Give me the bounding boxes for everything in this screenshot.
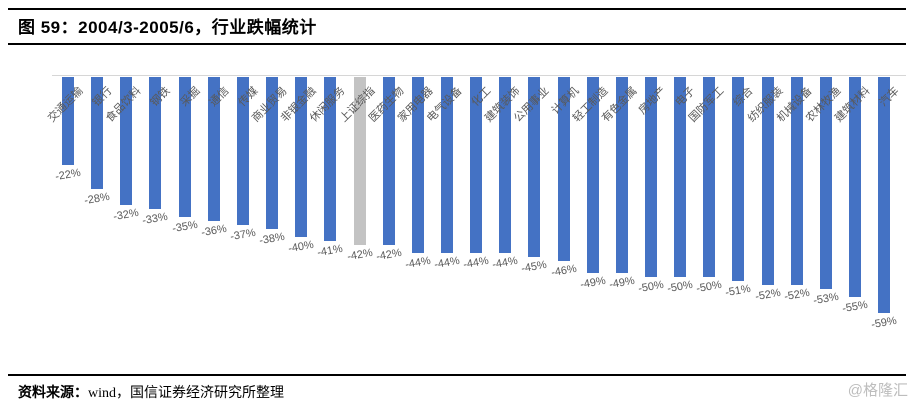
bar [324, 77, 337, 241]
bar [849, 77, 862, 297]
footer-rule [8, 374, 906, 376]
title-rule [8, 43, 906, 45]
source-label: 资料来源： [18, 386, 88, 401]
bar [120, 77, 133, 205]
figure-title: 图 59：2004/3-2005/6，行业跌幅统计 [18, 18, 317, 37]
source-text: wind，国信证券经济研究所整理 [88, 386, 284, 401]
bar [732, 77, 745, 281]
bar [236, 77, 249, 225]
bar [586, 77, 599, 273]
bar [528, 77, 541, 257]
bar [266, 77, 279, 229]
bar [382, 77, 395, 245]
top-rule [8, 8, 906, 10]
bar-benchmark [353, 77, 366, 245]
bar [703, 77, 716, 277]
bar [62, 77, 74, 165]
bar [819, 77, 832, 289]
bar [499, 77, 512, 253]
watermark: @格隆汇 [847, 382, 908, 399]
bar [557, 77, 570, 261]
value-label: -59% [870, 314, 898, 332]
bar [645, 77, 657, 277]
bar [761, 77, 774, 285]
bar [207, 77, 220, 221]
bar [440, 77, 453, 253]
industry-decline-bar-chart: 交通运输 -22% 银行 -28% 食品饮料 -32% 钢铁 -33% 采掘 -35% 通信 -36%… [0, 50, 914, 370]
bar [674, 77, 687, 277]
bar [295, 77, 308, 237]
bar [91, 77, 104, 189]
bar [411, 77, 424, 253]
bar [178, 77, 191, 217]
value-label: -28% [83, 190, 111, 208]
bar [878, 77, 891, 313]
bar [149, 77, 162, 209]
bar [615, 77, 628, 273]
bar [790, 77, 803, 285]
bar [470, 77, 483, 253]
source-line: 资料来源：wind，国信证券经济研究所整理 [18, 382, 284, 402]
zero-axis-line [52, 75, 906, 76]
